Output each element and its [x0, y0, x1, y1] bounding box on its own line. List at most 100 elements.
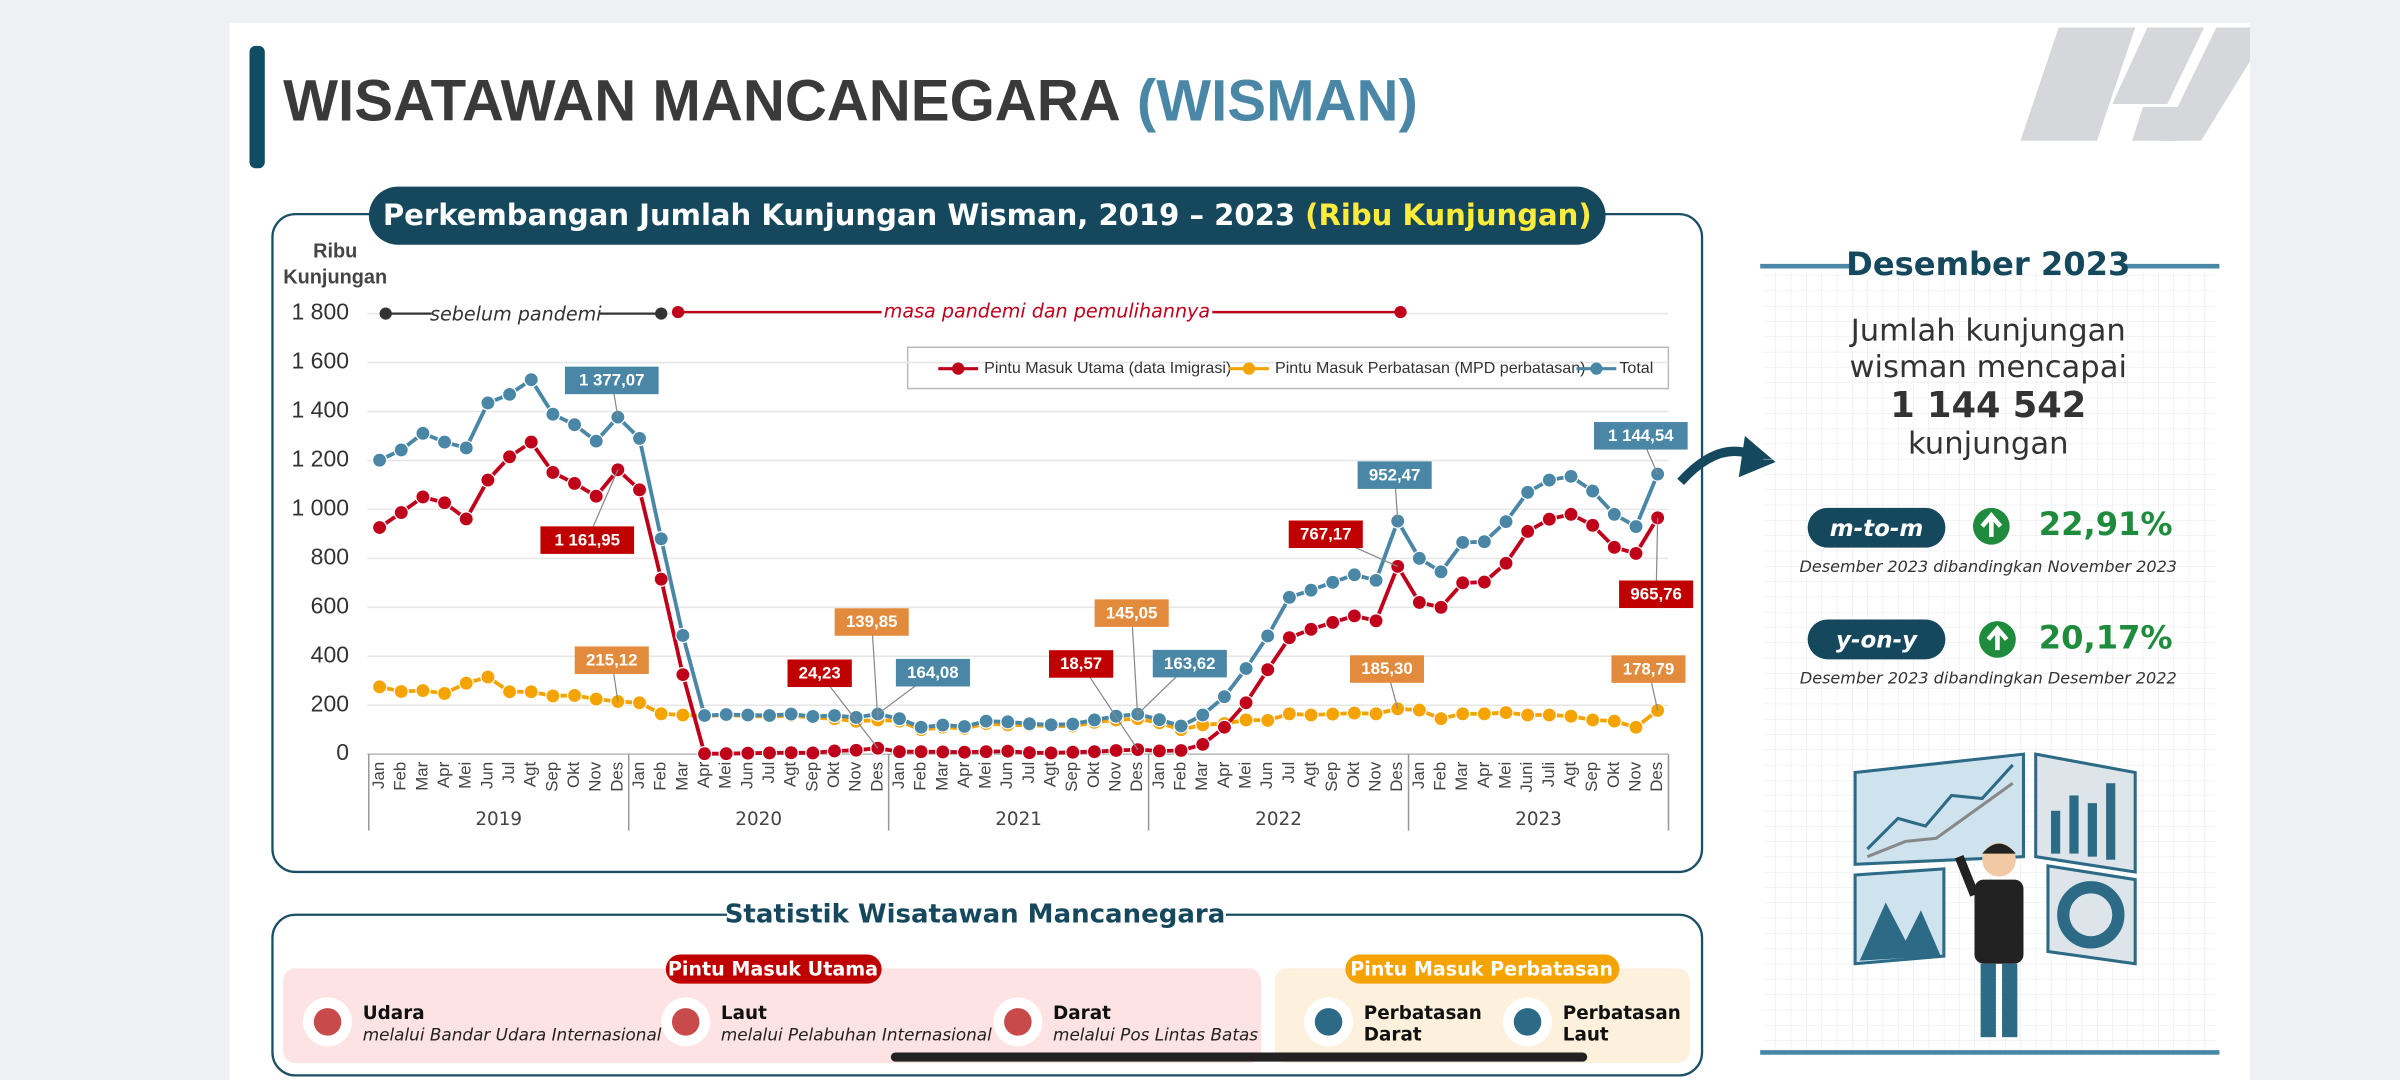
x-tick-label: Okt [1604, 761, 1623, 787]
data-point [545, 406, 561, 422]
x-tick-label: Juli [1539, 762, 1558, 787]
data-point [480, 395, 496, 411]
y-axis-label: Ribu [313, 241, 357, 263]
x-tick-label: Agt [521, 761, 540, 787]
legend-label: Pintu Masuk Perbatasan (MPD perbatasan) [1275, 359, 1585, 377]
data-point [653, 531, 669, 547]
legend-label: Total [1619, 359, 1653, 377]
data-point [1368, 572, 1384, 589]
data-point [480, 669, 496, 685]
data-point [1541, 472, 1557, 488]
data-point [415, 682, 431, 699]
data-point [1021, 716, 1038, 732]
x-tick-label: Des [1647, 762, 1666, 792]
x-tick-label: Okt [564, 761, 583, 787]
x-tick-label: Nov [1106, 761, 1125, 792]
value-label-bg [787, 659, 852, 688]
icon [671, 1008, 700, 1036]
year-label: 2020 [735, 809, 782, 830]
data-point [1000, 743, 1016, 759]
value-label: 164,08 [907, 663, 958, 682]
data-point [436, 685, 453, 702]
data-point [1151, 712, 1168, 728]
y-tick-label: 1 200 [292, 446, 349, 472]
change-value: 22,91% [2039, 505, 2173, 543]
data-point [1260, 662, 1276, 678]
x-tick-label: Sep [1062, 762, 1081, 792]
stats-title: Statistik Wisatawan Mancanegara [725, 899, 1226, 929]
x-tick-label: Jul [1279, 762, 1298, 784]
icon [1314, 1008, 1343, 1036]
x-tick-label: Jan [629, 762, 648, 789]
data-point [501, 449, 518, 465]
x-tick-label: Jul [499, 762, 518, 784]
data-point [1000, 714, 1016, 730]
badge [1807, 619, 1946, 660]
data-point [1498, 513, 1514, 530]
data-point [1498, 555, 1514, 571]
x-tick-label: Okt [1084, 761, 1103, 787]
data-point [935, 717, 951, 733]
data-point [1238, 695, 1254, 711]
data-point [1433, 711, 1449, 727]
x-tick-label: Mar [1192, 761, 1211, 790]
data-point [848, 709, 864, 726]
y-tick-label: 0 [336, 739, 349, 765]
scrollbar[interactable] [890, 1052, 1588, 1062]
data-point [393, 442, 409, 458]
data-point [1390, 558, 1406, 575]
data-point [1216, 688, 1233, 705]
data-point [1238, 712, 1254, 728]
leader-line [1080, 663, 1139, 750]
data-point [805, 745, 821, 761]
title-highlight: (WISMAN) [1137, 69, 1418, 134]
data-point [653, 706, 669, 722]
data-point [675, 707, 691, 723]
value-label: 952,47 [1369, 465, 1420, 484]
badge [1807, 507, 1946, 548]
annotation-dot [655, 307, 668, 320]
data-point [1606, 506, 1622, 522]
data-point [1520, 523, 1536, 540]
value-label: 145,05 [1106, 603, 1157, 622]
data-point [1325, 706, 1341, 722]
data-point [1173, 742, 1189, 759]
data-point [545, 464, 561, 481]
y-tick-label: 1 000 [292, 494, 349, 520]
data-point [1195, 736, 1211, 753]
x-tick-label: Mar [932, 761, 951, 790]
x-tick-label: Juni [1517, 762, 1536, 793]
data-point [1520, 484, 1536, 500]
data-point [1650, 702, 1666, 719]
year-label: 2021 [995, 809, 1042, 830]
annotation-dot [1394, 305, 1407, 319]
item-desc: melalui Pelabuhan Internasional [721, 1025, 992, 1045]
data-point [1455, 575, 1471, 591]
year-label: 2022 [1255, 809, 1302, 830]
x-tick-label: Agt [1301, 761, 1320, 787]
data-point [1606, 539, 1622, 555]
annotation: masa pandemi dan pemulihannya [884, 300, 1210, 323]
data-point [523, 684, 539, 700]
data-point [1541, 511, 1557, 527]
value-label-bg [540, 526, 635, 554]
annotation-bg [431, 301, 600, 326]
stats-title-bg [727, 899, 1227, 931]
data-point [1476, 706, 1493, 722]
x-tick-label: Feb [391, 762, 410, 791]
annotation-bg [881, 299, 1213, 325]
data-point [393, 683, 409, 700]
value-label: 18,57 [1060, 654, 1102, 673]
y-tick-label: 400 [311, 641, 349, 667]
x-tick-label: Feb [1430, 762, 1449, 791]
leader-line [871, 621, 879, 720]
data-point [1433, 599, 1449, 615]
chart-title-main: Perkembangan Jumlah Kunjungan Wisman, 20… [383, 198, 1295, 232]
data-point [783, 745, 799, 761]
illustration [1853, 752, 2137, 1038]
data-point [545, 688, 561, 704]
x-tick-label: Apr [954, 761, 973, 788]
y-tick-label: 1 600 [292, 348, 349, 374]
data-point [956, 744, 973, 760]
